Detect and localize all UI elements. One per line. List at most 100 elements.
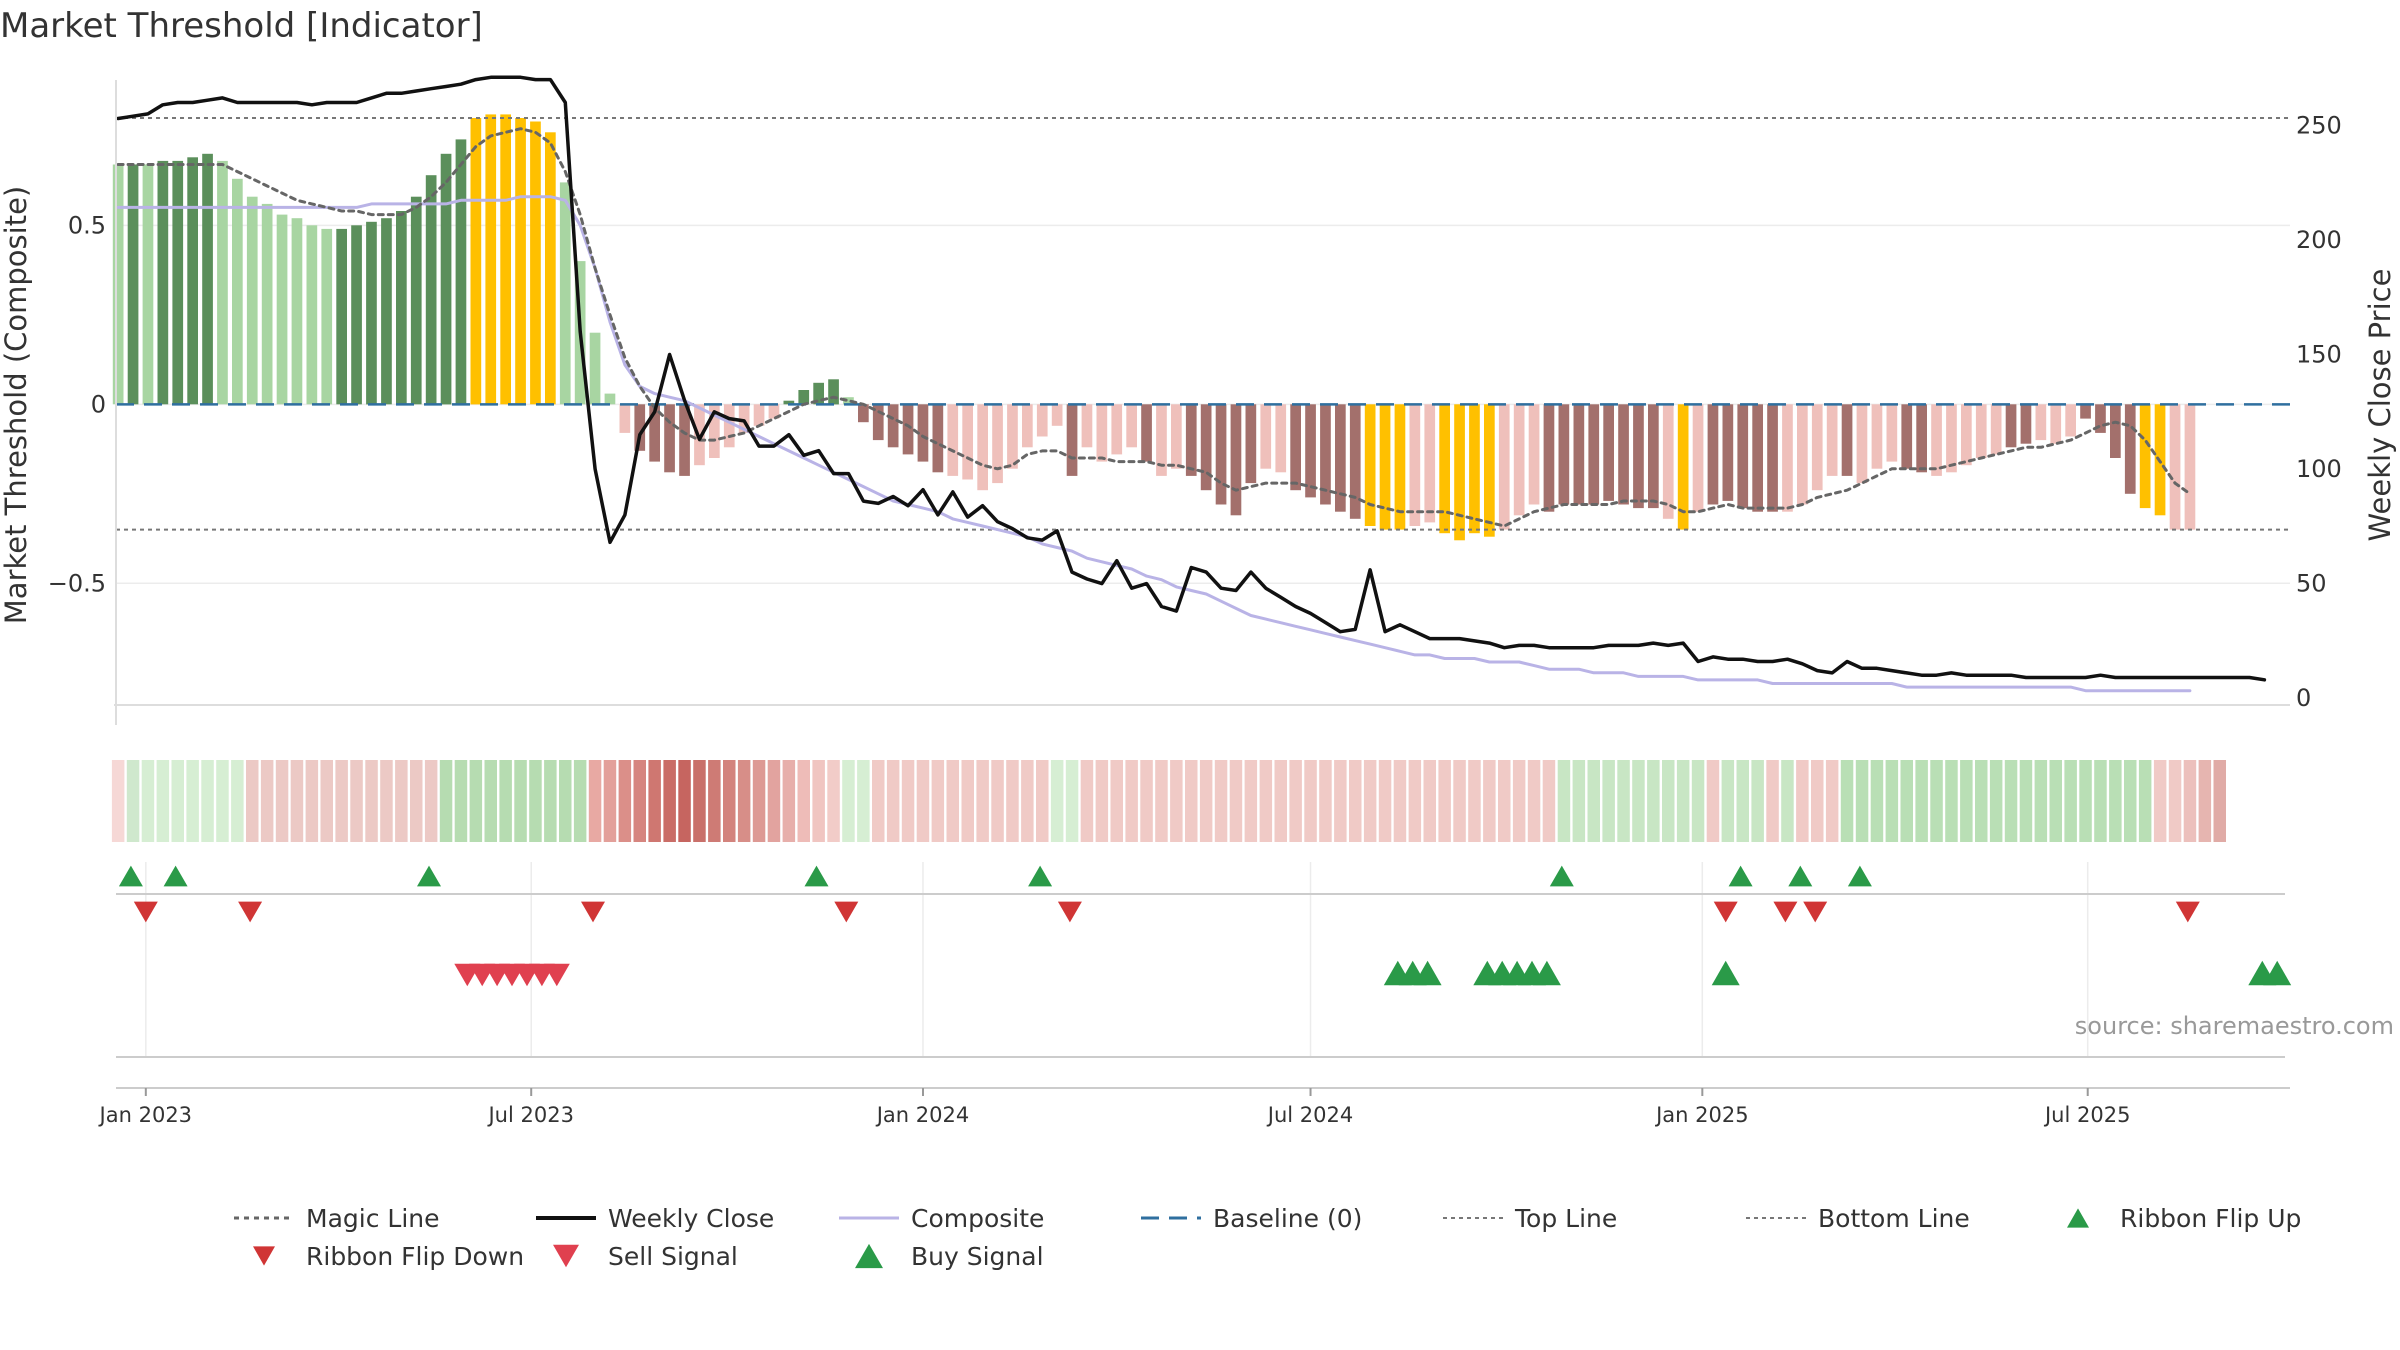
composite-bar: [604, 393, 616, 405]
ribbon-cell: [886, 760, 900, 842]
composite-bar: [1811, 404, 1823, 491]
legend-swatch: [839, 1216, 899, 1220]
ribbon-cell: [1512, 760, 1526, 842]
x-tick-label: Jan 2025: [1654, 1103, 1749, 1127]
ribbon-cell: [350, 760, 363, 842]
ribbon-cell: [1855, 760, 1869, 842]
ribbon-cell: [1557, 760, 1571, 842]
ribbon-flip-down-marker: [1713, 901, 1738, 923]
ribbon-cell: [1214, 760, 1228, 842]
ribbon-cell: [1244, 760, 1258, 842]
legend-item-magic-line: Magic Line: [232, 1200, 440, 1236]
composite-bar: [1662, 404, 1674, 519]
ribbon-cell: [1840, 760, 1854, 842]
composite-bar: [1305, 404, 1316, 498]
ribbon-cell: [1408, 760, 1422, 842]
composite-bar: [1946, 404, 1957, 473]
buy-signal-marker: [1532, 960, 1561, 986]
ribbon-cell: [1036, 760, 1049, 842]
ribbon-cell: [1870, 760, 1884, 842]
legend-swatch: [234, 1216, 294, 1220]
ribbon-cell: [559, 760, 572, 842]
composite-bar: [1573, 404, 1585, 505]
x-tick-label: Jul 2024: [1266, 1103, 1353, 1127]
ribbon-cell: [1796, 760, 1809, 842]
ribbon-flip-up-marker: [163, 865, 188, 887]
composite-bar: [127, 164, 139, 405]
composite-bar: [142, 164, 154, 405]
ribbon-cell: [126, 760, 140, 842]
ribbon-cell: [201, 760, 214, 842]
ribbon-cell: [1736, 760, 1749, 842]
ribbon-cell: [290, 760, 304, 842]
composite-bar: [1409, 404, 1421, 526]
composite-bar: [1126, 404, 1137, 448]
ribbon-cell: [1423, 760, 1436, 842]
ribbon-cell: [2213, 760, 2226, 842]
ribbon-cell: [678, 760, 691, 842]
composite-bar: [1603, 404, 1614, 501]
ribbon-cell: [1304, 760, 1317, 842]
composite-bar: [902, 404, 914, 455]
ribbon-cell: [693, 760, 706, 842]
composite-bar: [1111, 404, 1123, 455]
composite-bar: [858, 404, 869, 423]
ribbon-cell: [1378, 760, 1392, 842]
composite-bar: [1096, 404, 1108, 462]
composite-bar: [1931, 404, 1942, 476]
y2-tick-label: 200: [2296, 226, 2342, 254]
ribbon-cell: [469, 760, 483, 842]
ribbon-cell: [1885, 760, 1899, 842]
composite-bar: [2095, 404, 2106, 433]
legend-swatch: [553, 1244, 579, 1268]
ribbon-flip-up-marker: [1847, 865, 1872, 887]
ribbon-cell: [1438, 760, 1451, 842]
ribbon-cell: [1170, 760, 1183, 842]
composite-bar: [381, 218, 392, 405]
x-tick-label: Jul 2025: [2043, 1103, 2130, 1127]
composite-bar: [1841, 404, 1853, 476]
buy-signal-marker: [1711, 960, 1740, 986]
legend-item-baseline: Baseline (0): [1139, 1200, 1362, 1236]
ribbon-cell: [410, 760, 423, 842]
buy-signal-marker: [1413, 960, 1442, 986]
ribbon-cell: [2004, 760, 2018, 842]
y2-tick-label: 250: [2296, 111, 2342, 139]
ribbon-cell: [1632, 760, 1645, 842]
composite-bar: [366, 221, 377, 405]
composite-bar: [1260, 404, 1272, 469]
legend-label: Sell Signal: [608, 1241, 738, 1271]
ribbon-cell: [1572, 760, 1586, 842]
ribbon-cell: [514, 760, 527, 842]
composite-bar: [1171, 404, 1182, 469]
y2-tick-label: 150: [2296, 340, 2342, 368]
x-tick-label: Jan 2024: [875, 1103, 970, 1127]
composite-bar: [1275, 404, 1287, 473]
legend-label: Baseline (0): [1213, 1203, 1363, 1233]
composite-bar: [2184, 404, 2196, 530]
composite-bar: [1439, 404, 1450, 534]
composite-bar: [1036, 404, 1048, 437]
legend-label: Magic Line: [306, 1203, 440, 1233]
y-tick-label: 0.5: [68, 211, 106, 239]
ribbon-cell: [708, 760, 721, 842]
ribbon-cell: [2168, 760, 2182, 842]
composite-bar: [1081, 404, 1093, 448]
signal-markers: [118, 865, 2292, 987]
ribbon-cell: [2034, 760, 2048, 842]
composite-bar: [1558, 404, 1570, 505]
composite-bar: [1856, 404, 1868, 484]
ribbon-flip-up-marker: [1549, 865, 1574, 887]
buy-signal-marker: [2263, 960, 2292, 986]
ribbon-flip-down-marker: [133, 901, 158, 923]
composite-bar: [291, 218, 303, 405]
composite-bar: [2035, 404, 2047, 441]
ribbon-cell: [1960, 760, 1973, 842]
y2-axis-label: Weekly Close Price: [2363, 269, 2397, 542]
ribbon-cell: [2019, 760, 2033, 842]
chart-title: Market Threshold [Indicator]: [0, 6, 483, 46]
ribbon-cell: [588, 760, 602, 842]
ribbon-cell: [1110, 760, 1123, 842]
x-tick-label: Jan 2023: [98, 1103, 193, 1127]
